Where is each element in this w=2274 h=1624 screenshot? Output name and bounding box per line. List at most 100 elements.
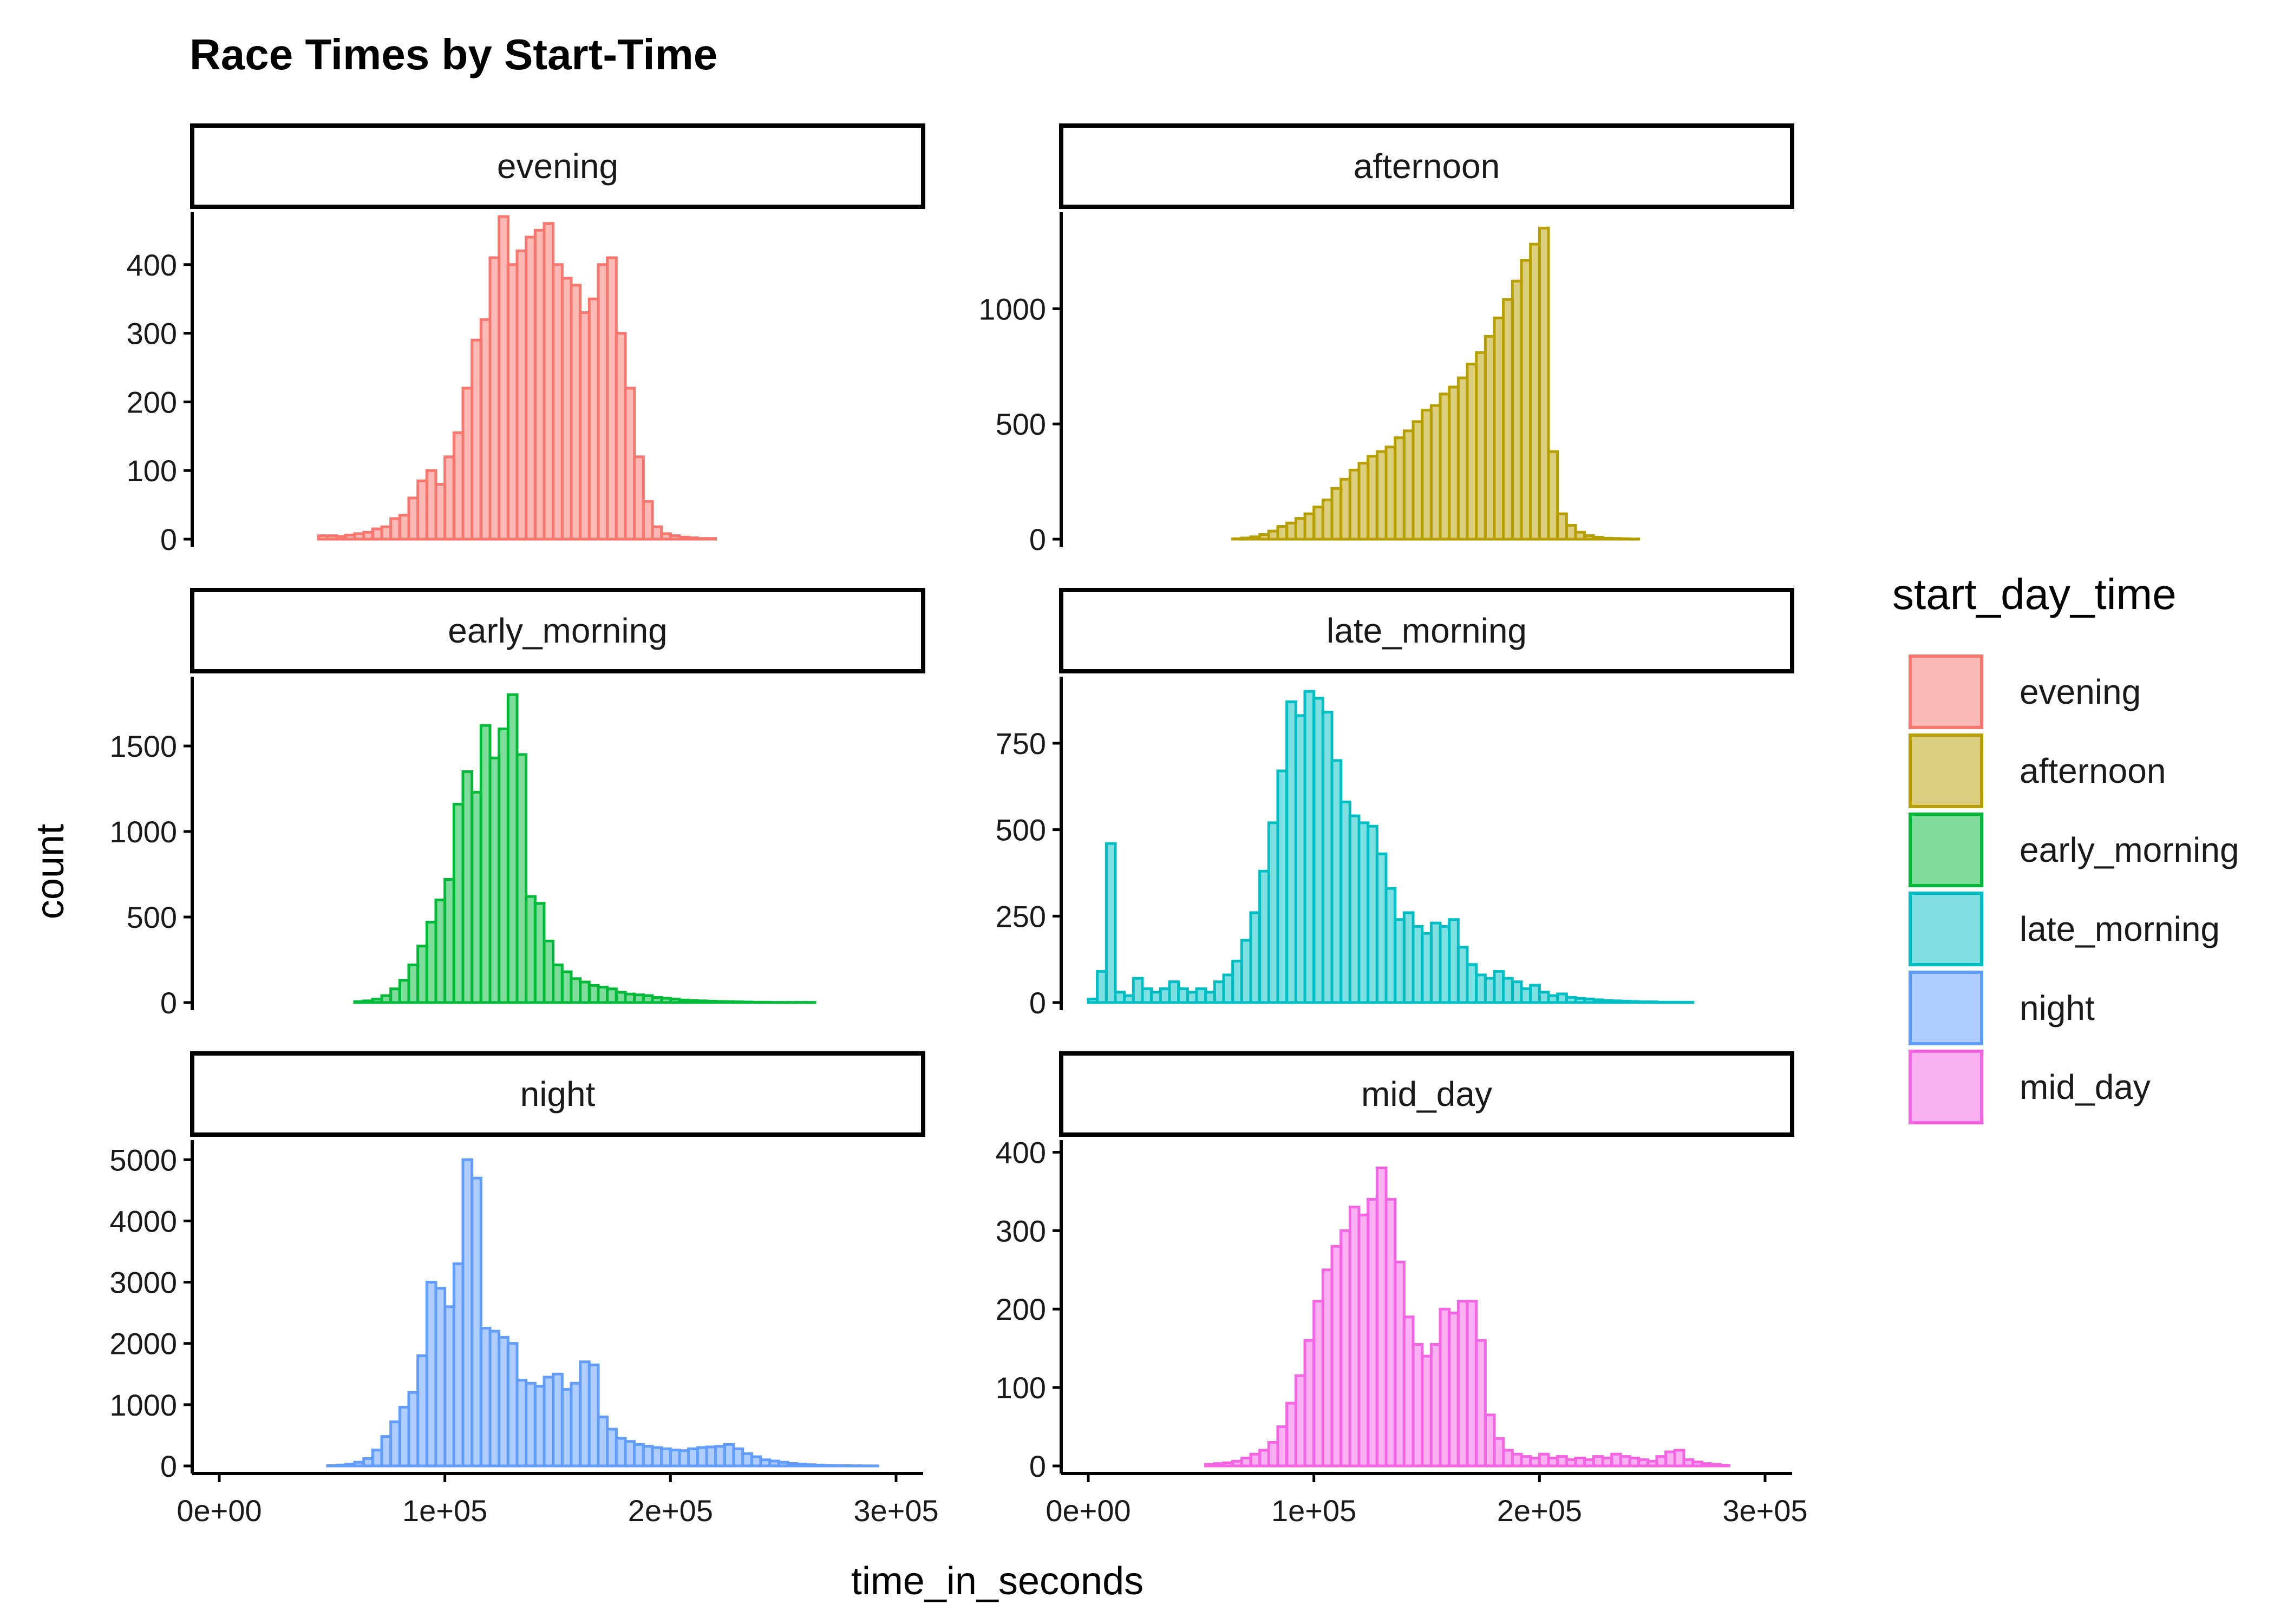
legend-label: afternoon — [2020, 751, 2166, 790]
histogram-bar — [1330, 1245, 1343, 1468]
x-tick-label: 0e+00 — [1045, 1494, 1131, 1528]
histogram-bar — [804, 1463, 816, 1468]
y-tick-label: 300 — [127, 317, 177, 351]
chart-title: Race Times by Start-Time — [190, 30, 717, 78]
histogram-bar — [488, 256, 501, 541]
facet-strip-label: mid_day — [1361, 1075, 1492, 1114]
histogram-bar — [678, 998, 690, 1004]
histogram-bar — [1520, 987, 1532, 1004]
histogram-bar — [1330, 759, 1343, 1004]
facet-strip — [190, 588, 925, 673]
histogram-bar — [1565, 996, 1577, 1004]
histogram-bar — [597, 263, 609, 541]
y-tick-label: 0 — [160, 986, 177, 1020]
histogram-bar — [1601, 1457, 1613, 1468]
histogram-bar — [1249, 535, 1262, 541]
histogram-bar — [1195, 987, 1207, 1004]
histogram-bar — [1493, 1437, 1505, 1468]
legend-key — [1909, 813, 1983, 887]
histogram-bar — [1267, 1441, 1279, 1468]
histogram-bar — [1439, 392, 1451, 541]
histogram-bar — [1276, 525, 1289, 541]
histogram-bar — [642, 994, 654, 1004]
x-tick-label: 1e+05 — [402, 1494, 487, 1528]
histogram-bar — [1303, 1339, 1316, 1468]
histogram-bar — [353, 1461, 365, 1468]
y-tick-label: 500 — [996, 813, 1046, 847]
y-tick-label: 500 — [127, 900, 177, 934]
histogram-bar — [696, 999, 708, 1004]
histogram-bar — [624, 992, 636, 1004]
histogram-bar — [587, 1363, 600, 1468]
histogram-bar — [1682, 1458, 1695, 1468]
histogram-bar — [1429, 921, 1442, 1004]
histogram-bar — [633, 455, 645, 541]
histogram-bar — [543, 222, 555, 541]
histogram-bar — [678, 535, 690, 541]
x-tick-label: 3e+05 — [1722, 1494, 1807, 1528]
histogram-bar — [1412, 925, 1424, 1004]
y-tick-label: 1000 — [109, 1388, 177, 1422]
histogram-bar — [1159, 987, 1171, 1004]
histogram-bar — [1402, 429, 1415, 541]
facet-strip-label: late_morning — [1327, 611, 1527, 650]
y-tick-label: 250 — [996, 899, 1046, 933]
histogram-bar — [1592, 1455, 1604, 1468]
histogram-bar — [398, 1405, 410, 1468]
histogram-bar — [1114, 991, 1126, 1004]
y-tick-label: 5000 — [109, 1143, 177, 1177]
histogram-bar — [1348, 1206, 1361, 1468]
histogram-bar — [840, 1464, 853, 1468]
histogram-bar — [1547, 994, 1559, 1004]
histogram-bar — [1249, 911, 1262, 1004]
y-tick-label: 300 — [996, 1214, 1046, 1248]
histogram-bar — [1222, 973, 1234, 1004]
facets-layer: evening0100200300400afternoon05001000ear… — [109, 123, 1808, 1528]
histogram-bar — [317, 534, 329, 541]
histogram-bar — [407, 496, 420, 541]
histogram-bar — [1592, 998, 1604, 1004]
histogram-bar — [407, 1391, 420, 1468]
histogram-bar — [1601, 999, 1613, 1004]
histogram-bar — [1429, 1343, 1442, 1468]
histogram-bar — [1375, 852, 1388, 1004]
legend-key — [1909, 971, 1983, 1045]
histogram-bar — [1466, 963, 1478, 1004]
histogram-bar — [723, 1443, 735, 1468]
histogram-bar — [326, 534, 338, 541]
histogram-bar — [434, 483, 447, 541]
histogram-bar — [1384, 887, 1397, 1004]
histogram-bar — [380, 525, 393, 541]
histogram-bar — [452, 802, 465, 1004]
histogram-bar — [597, 1415, 609, 1468]
histogram-bar — [471, 1176, 482, 1468]
histogram-bar — [786, 1462, 799, 1468]
y-tick-label: 0 — [1029, 1449, 1046, 1483]
histogram-bar — [1357, 462, 1370, 541]
histogram-bar — [1186, 991, 1198, 1004]
histogram-bar — [1276, 769, 1289, 1004]
histogram-bar — [615, 1437, 627, 1468]
histogram-bar — [705, 999, 717, 1004]
x-tick-label: 0e+00 — [177, 1494, 262, 1528]
histogram-bar — [425, 469, 437, 541]
histogram-bar — [1321, 499, 1334, 541]
histogram-bar — [1384, 446, 1397, 541]
histogram-bar — [1547, 1457, 1559, 1468]
histogram-bar — [759, 1458, 772, 1468]
histogram-bar — [1213, 980, 1225, 1004]
y-tick-label: 1000 — [978, 292, 1046, 326]
histogram-bar — [1484, 977, 1496, 1004]
facet-strip — [1059, 123, 1794, 209]
histogram-bar — [1429, 404, 1442, 541]
histogram-bar — [1303, 690, 1316, 1004]
facet-early-morning: early_morning 0 500 1000 1500 — [109, 588, 925, 1020]
histogram-bar — [1348, 814, 1361, 1004]
y-tick-label: 4000 — [109, 1204, 177, 1238]
histogram-bar — [651, 996, 663, 1004]
histogram-bar — [1538, 991, 1550, 1004]
histogram-bar — [1574, 531, 1586, 541]
histogram-bar — [1213, 1462, 1225, 1468]
y-tick-label: 0 — [1029, 986, 1046, 1020]
histogram-bar — [434, 898, 447, 1004]
